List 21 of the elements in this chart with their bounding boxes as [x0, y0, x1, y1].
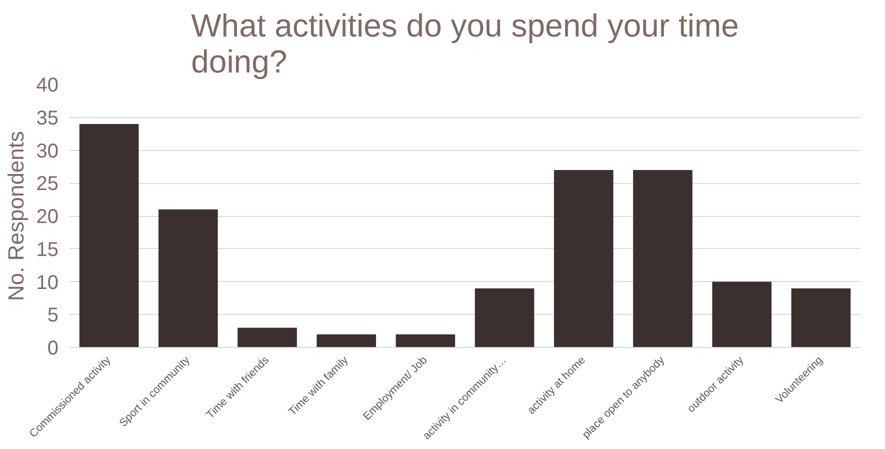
bar	[712, 282, 772, 348]
bar	[158, 209, 218, 348]
chart-title: What activities do you spend your time doing?	[191, 8, 739, 80]
bar	[633, 170, 692, 348]
bar	[396, 334, 456, 348]
y-tick-label: 35	[36, 107, 59, 130]
bar	[474, 288, 534, 348]
y-tick-label: 40	[36, 74, 59, 96]
y-axis-title: No. Respondents	[3, 131, 28, 301]
bar	[238, 328, 297, 348]
y-tick-label: 30	[36, 140, 59, 162]
y-tick-label: 5	[47, 304, 58, 327]
bar	[79, 124, 139, 348]
y-tick-label: 10	[36, 272, 59, 294]
bar	[316, 334, 376, 348]
y-tick-label: 25	[36, 173, 59, 196]
y-tick-label: 15	[36, 238, 59, 261]
bar	[554, 170, 614, 348]
y-tick-label: 20	[36, 206, 59, 228]
bar	[791, 288, 851, 348]
y-tick-label: 0	[47, 338, 58, 360]
